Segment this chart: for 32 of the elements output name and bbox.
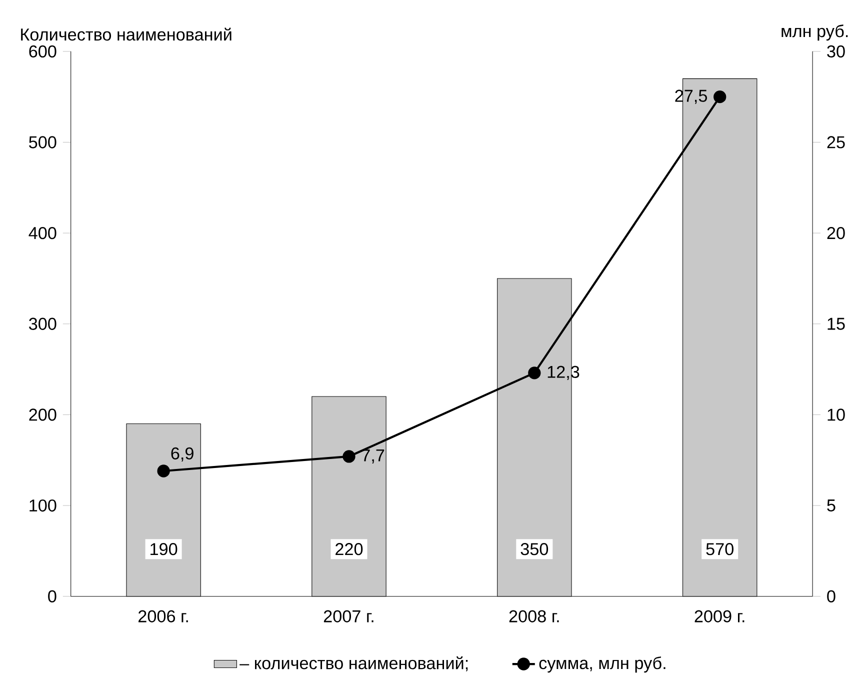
y2-axis-title: млн руб. [782, 24, 848, 41]
y2-tick-label: 30 [827, 45, 845, 58]
y2-tick-label: 5 [827, 500, 836, 512]
data-label: 12,3 [548, 366, 580, 380]
x-tick-label: 2006 г. [138, 610, 188, 622]
y-tick-label: 200 [29, 408, 56, 421]
y-tick-label: 400 [28, 227, 56, 240]
point [528, 366, 541, 380]
legend-label: – количество наименований; [240, 656, 468, 672]
data-label: 190 [150, 543, 178, 556]
x-tick-label: 2007 г. [324, 610, 374, 622]
data-label: 570 [706, 543, 734, 556]
y2-tick-label: 15 [828, 318, 845, 330]
point [157, 464, 170, 478]
data-label: 6,9 [171, 447, 194, 462]
legend-label: сумма, млн руб. [539, 656, 666, 673]
y2-tick-label: 0 [827, 590, 836, 602]
y-tick-label: 500 [29, 136, 56, 148]
x-tick-label: 2008 г. [509, 610, 559, 622]
data-label: 350 [520, 543, 548, 556]
data-label: 220 [336, 543, 363, 556]
y2-tick-label: 25 [827, 136, 845, 148]
y-axis-title: Количество наименований [21, 28, 232, 41]
point [714, 90, 726, 104]
y-tick-label: 600 [29, 45, 56, 58]
y2-tick-label: 10 [828, 408, 845, 421]
y-tick-label: 300 [29, 318, 56, 330]
point [342, 450, 356, 463]
y-tick-label: 100 [30, 499, 56, 512]
y-tick-label: 0 [48, 590, 56, 602]
x-tick-label: 2009 г. [694, 610, 744, 622]
y2-tick-label: 20 [827, 227, 845, 240]
